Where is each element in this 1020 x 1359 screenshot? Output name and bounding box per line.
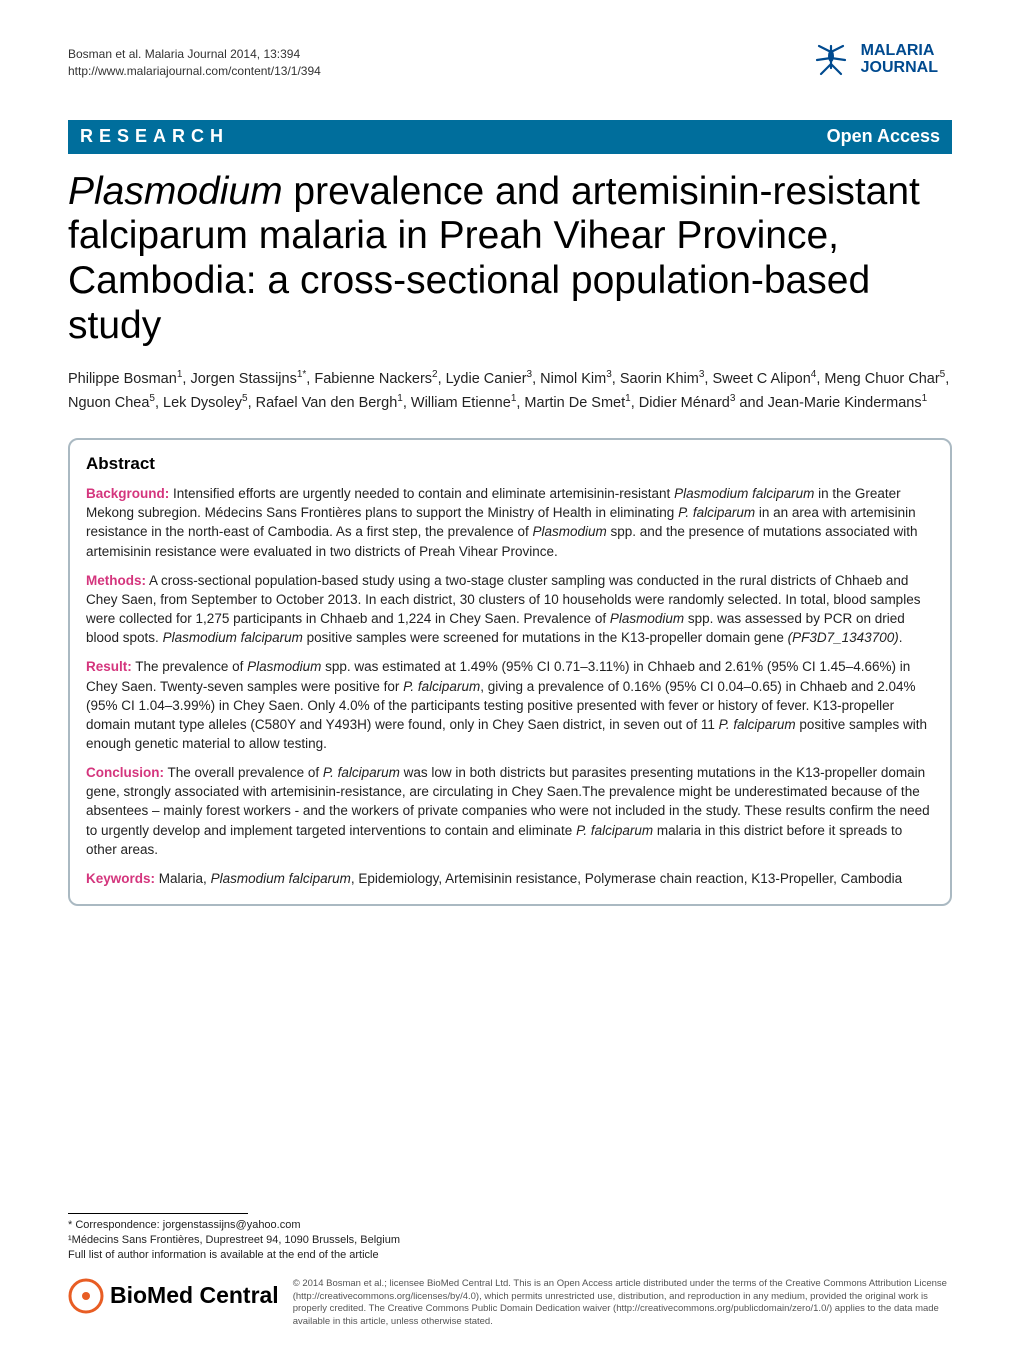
abstract-conclusion: Conclusion: The overall prevalence of P.… (86, 763, 934, 859)
abstract-box: Abstract Background: Intensified efforts… (68, 438, 952, 906)
biomed-icon (68, 1278, 104, 1314)
abstract-keywords: Keywords: Malaria, Plasmodium falciparum… (86, 869, 934, 888)
article-title: Plasmodium prevalence and artemisinin-re… (68, 170, 952, 349)
title-italic-word: Plasmodium (68, 170, 283, 213)
authors-list: Philippe Bosman1, Jorgen Stassijns1*, Fa… (68, 367, 952, 414)
conclusion-text: The overall prevalence of P. falciparum … (86, 765, 930, 857)
abstract-heading: Abstract (86, 454, 934, 474)
background-text: Intensified efforts are urgently needed … (86, 486, 917, 558)
section-bar: RESEARCH Open Access (68, 120, 952, 154)
keywords-text: Malaria, Plasmodium falciparum, Epidemio… (155, 871, 902, 886)
keywords-label: Keywords: (86, 871, 155, 886)
biomed-row: BioMed Central © 2014 Bosman et al.; lic… (68, 1278, 952, 1329)
journal-name-line1: MALARIA (861, 43, 938, 60)
footer: * Correspondence: jorgenstassijns@yahoo.… (68, 1213, 952, 1329)
title-line1-rest: prevalence and artemisinin-resistant (283, 170, 920, 213)
abstract-methods: Methods: A cross-sectional population-ba… (86, 571, 934, 648)
abstract-result: Result: The prevalence of Plasmodium spp… (86, 657, 934, 753)
journal-name: MALARIA JOURNAL (861, 43, 938, 77)
title-line2: falciparum malaria in Preah Vihear Provi… (68, 214, 839, 257)
title-line3: Cambodia: a cross-sectional population-b… (68, 259, 870, 302)
footnote-rule (68, 1213, 248, 1214)
methods-text: A cross-sectional population-based study… (86, 573, 920, 645)
biomed-logo: BioMed Central (68, 1278, 279, 1314)
correspondence-line: * Correspondence: jorgenstassijns@yahoo.… (68, 1218, 952, 1233)
mosquito-icon (809, 38, 853, 82)
journal-logo: MALARIA JOURNAL (809, 38, 938, 82)
biomed-brand-text: BioMed Central (110, 1282, 279, 1309)
copyright-text: © 2014 Bosman et al.; licensee BioMed Ce… (293, 1278, 952, 1329)
open-access-label: Open Access (827, 126, 940, 147)
methods-label: Methods: (86, 573, 146, 588)
journal-name-line2: JOURNAL (861, 60, 938, 77)
correspondence-block: * Correspondence: jorgenstassijns@yahoo.… (68, 1213, 952, 1264)
affiliation-line: ¹Médecins Sans Frontières, Duprestreet 9… (68, 1233, 952, 1248)
background-label: Background: (86, 486, 169, 501)
result-label: Result: (86, 659, 132, 674)
section-type: RESEARCH (80, 126, 229, 147)
full-list-line: Full list of author information is avail… (68, 1248, 952, 1263)
abstract-background: Background: Intensified efforts are urge… (86, 484, 934, 561)
conclusion-label: Conclusion: (86, 765, 164, 780)
result-text: The prevalence of Plasmodium spp. was es… (86, 659, 927, 751)
title-line4: study (68, 304, 161, 347)
paper-page: Bosman et al. Malaria Journal 2014, 13:3… (0, 0, 1020, 936)
